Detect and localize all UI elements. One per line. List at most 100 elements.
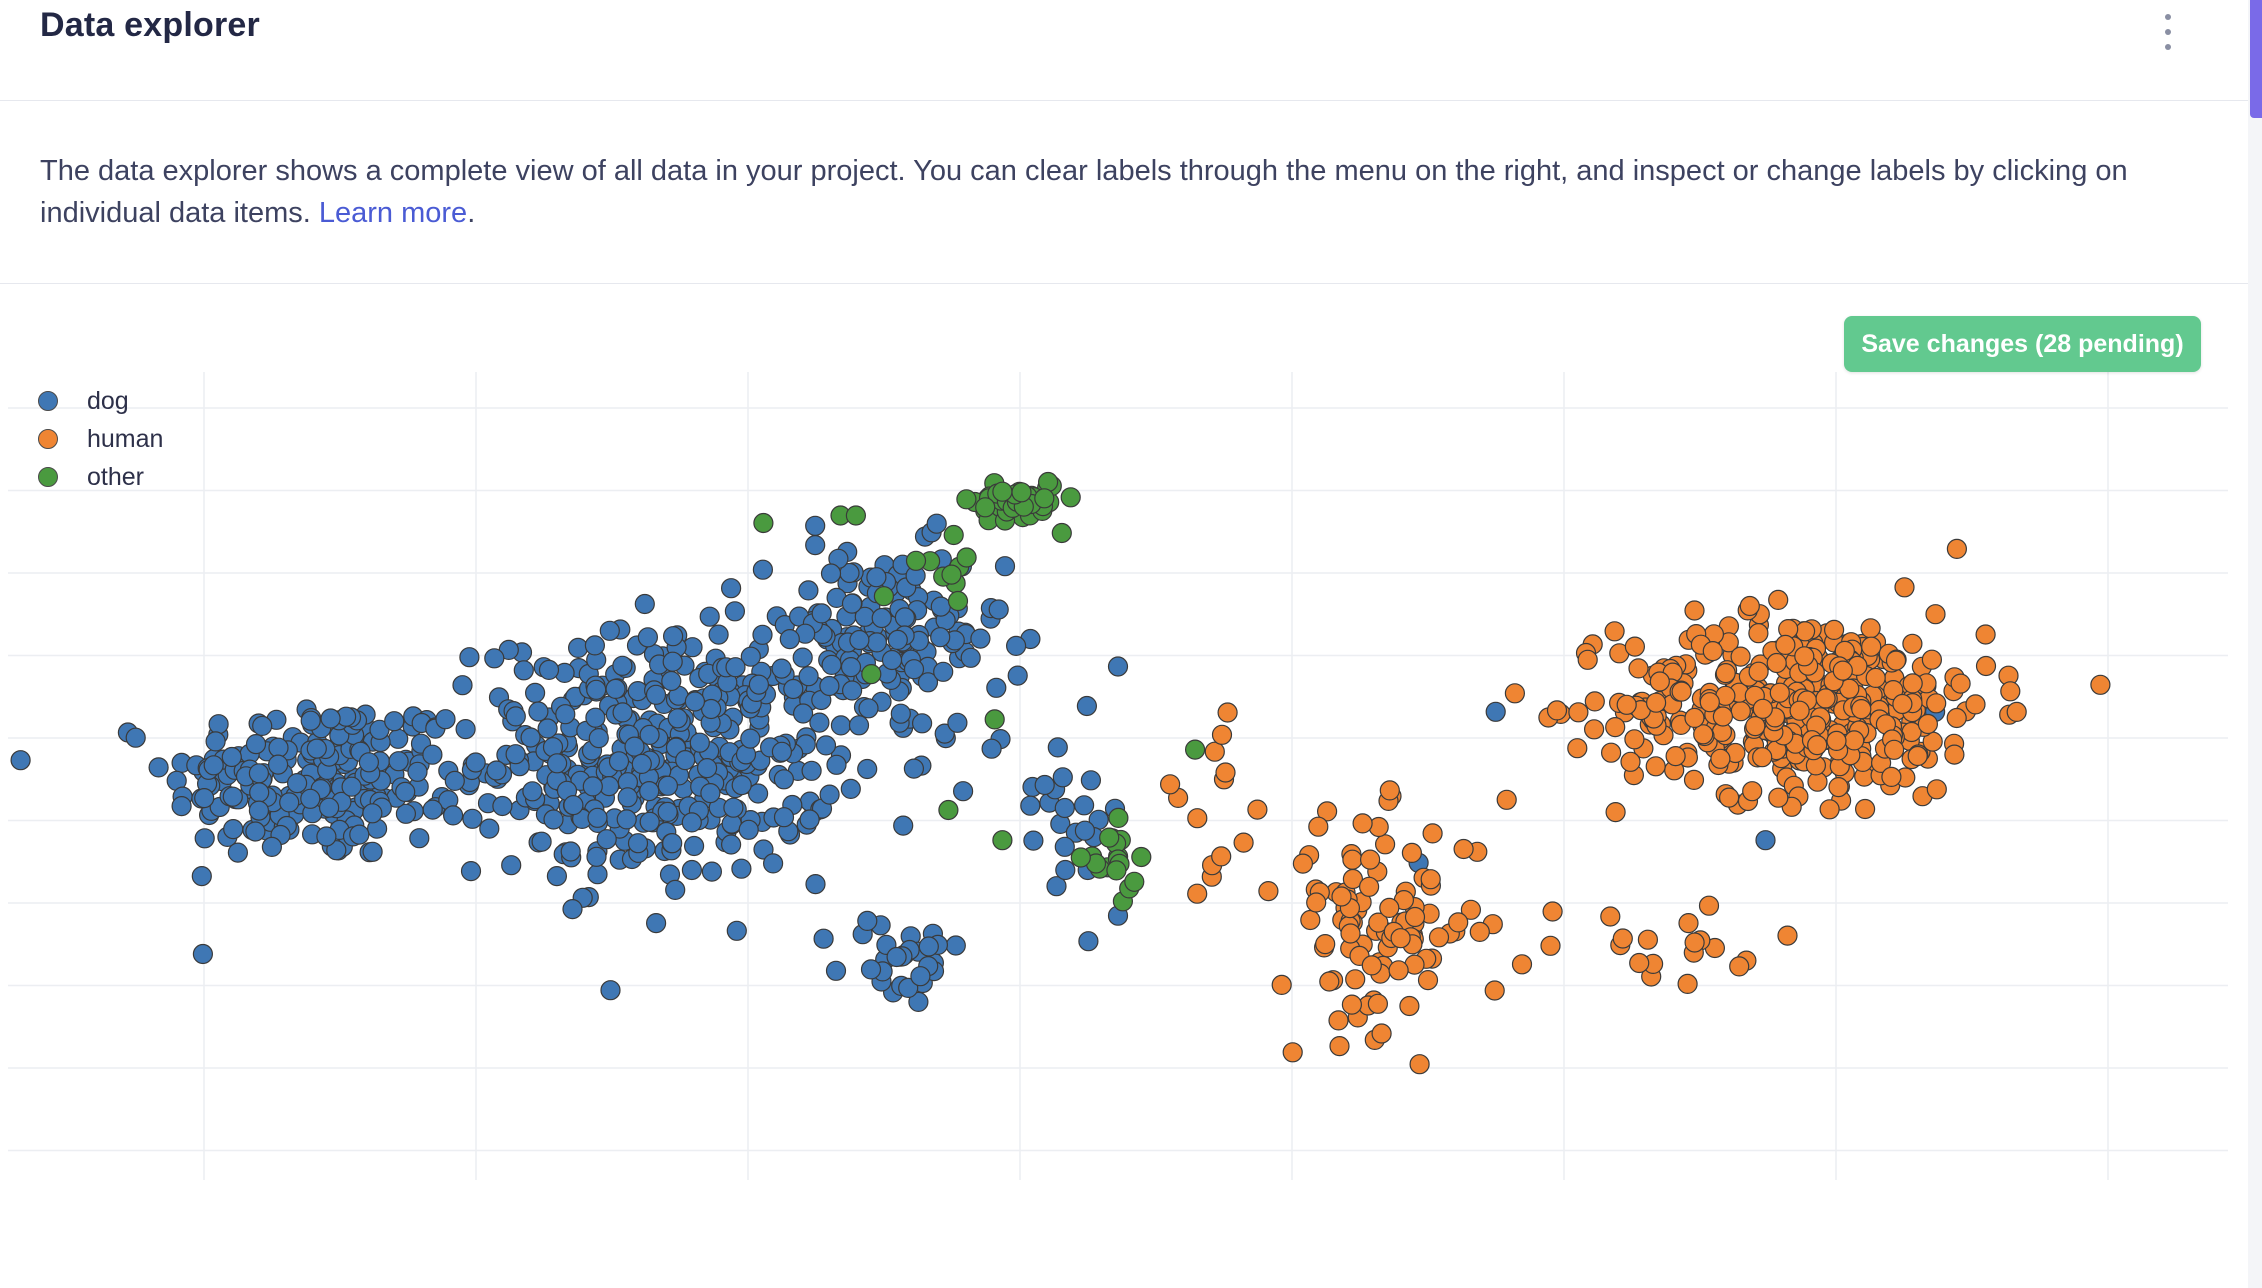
- data-point-dog[interactable]: [773, 769, 795, 790]
- data-point-human[interactable]: [1926, 693, 1947, 714]
- data-point-dog[interactable]: [952, 781, 974, 802]
- data-point-human[interactable]: [1329, 1035, 1350, 1057]
- data-point-dog[interactable]: [563, 794, 584, 816]
- data-point-human[interactable]: [1233, 832, 1254, 853]
- data-point-human[interactable]: [1715, 662, 1736, 684]
- data-point-human[interactable]: [1894, 577, 1915, 598]
- data-point-human[interactable]: [1292, 853, 1314, 874]
- data-point-dog[interactable]: [349, 824, 370, 845]
- data-point-dog[interactable]: [616, 809, 637, 830]
- data-point-human[interactable]: [2090, 674, 2111, 695]
- data-point-dog[interactable]: [505, 744, 526, 765]
- data-point-human[interactable]: [1819, 799, 1840, 820]
- data-point-dog[interactable]: [546, 865, 568, 887]
- data-point-dog[interactable]: [245, 821, 266, 842]
- data-point-other[interactable]: [1060, 487, 1081, 508]
- data-point-dog[interactable]: [731, 858, 752, 879]
- data-point-human[interactable]: [1404, 906, 1426, 928]
- data-point-dog[interactable]: [245, 733, 267, 755]
- data-point-dog[interactable]: [555, 704, 576, 725]
- data-point-dog[interactable]: [675, 749, 696, 771]
- data-point-human[interactable]: [1926, 779, 1947, 800]
- data-point-dog[interactable]: [667, 708, 688, 729]
- data-point-dog[interactable]: [762, 853, 784, 874]
- data-point-dog[interactable]: [444, 770, 465, 792]
- data-point-dog[interactable]: [893, 815, 914, 836]
- data-point-human[interactable]: [1975, 624, 1996, 645]
- data-point-human[interactable]: [1612, 928, 1633, 949]
- data-point-human[interactable]: [1921, 649, 1943, 670]
- data-point-human[interactable]: [1460, 899, 1482, 920]
- data-point-human[interactable]: [1217, 702, 1238, 723]
- data-point-dog[interactable]: [911, 713, 933, 734]
- data-point-dog[interactable]: [738, 819, 759, 840]
- data-point-other[interactable]: [1184, 739, 1206, 760]
- data-point-dog[interactable]: [1054, 797, 1075, 819]
- data-point-human[interactable]: [1371, 1023, 1392, 1044]
- data-point-dog[interactable]: [683, 835, 705, 857]
- data-point-dog[interactable]: [986, 677, 1007, 698]
- data-point-dog[interactable]: [612, 655, 633, 676]
- data-point-human[interactable]: [1769, 682, 1790, 703]
- data-point-dog[interactable]: [384, 711, 405, 732]
- data-point-human[interactable]: [1374, 834, 1396, 855]
- data-point-human[interactable]: [1828, 776, 1849, 798]
- data-point-dog[interactable]: [779, 628, 800, 650]
- data-point-dog[interactable]: [362, 841, 383, 862]
- data-point-dog[interactable]: [388, 751, 409, 772]
- data-point-dog[interactable]: [898, 977, 919, 999]
- data-point-dog[interactable]: [501, 855, 522, 876]
- data-point-dog[interactable]: [208, 714, 229, 735]
- data-point-dog[interactable]: [725, 657, 746, 678]
- data-point-dog[interactable]: [981, 738, 1002, 759]
- data-point-human[interactable]: [1306, 892, 1327, 913]
- data-point-other[interactable]: [1106, 860, 1127, 881]
- data-point-other[interactable]: [1108, 807, 1129, 829]
- data-point-other[interactable]: [943, 524, 964, 546]
- data-point-dog[interactable]: [858, 698, 879, 719]
- data-point-dog[interactable]: [205, 731, 226, 752]
- data-point-dog[interactable]: [1755, 830, 1776, 851]
- data-point-human[interactable]: [1422, 823, 1443, 844]
- legend-item-dog[interactable]: dog: [36, 382, 163, 420]
- data-point-human[interactable]: [1584, 691, 1605, 712]
- data-point-dog[interactable]: [748, 674, 770, 695]
- data-point-dog[interactable]: [841, 680, 863, 701]
- data-point-dog[interactable]: [753, 839, 774, 860]
- data-point-human[interactable]: [1379, 897, 1400, 919]
- data-point-human[interactable]: [1883, 679, 1904, 701]
- data-point-dog[interactable]: [1076, 695, 1098, 717]
- data-point-dog[interactable]: [752, 624, 773, 645]
- data-point-dog[interactable]: [947, 712, 968, 733]
- data-point-human[interactable]: [1401, 842, 1423, 864]
- data-point-other[interactable]: [753, 512, 774, 534]
- data-point-dog[interactable]: [1005, 635, 1027, 657]
- data-point-dog[interactable]: [1078, 931, 1099, 952]
- data-point-human[interactable]: [1684, 932, 1705, 953]
- data-point-dog[interactable]: [740, 728, 761, 749]
- data-point-dog[interactable]: [452, 675, 473, 696]
- data-point-human[interactable]: [1568, 702, 1589, 723]
- data-point-dog[interactable]: [881, 649, 903, 671]
- data-point-human[interactable]: [1823, 619, 1845, 641]
- data-point-dog[interactable]: [587, 807, 608, 828]
- data-point-dog[interactable]: [624, 736, 645, 757]
- data-point-human[interactable]: [1766, 652, 1787, 674]
- data-point-dog[interactable]: [191, 865, 212, 887]
- data-point-human[interactable]: [1352, 813, 1373, 834]
- data-point-human[interactable]: [1902, 633, 1923, 654]
- data-point-human[interactable]: [1752, 747, 1773, 768]
- data-point-human[interactable]: [1629, 952, 1650, 974]
- data-point-dog[interactable]: [300, 710, 321, 731]
- data-point-dog[interactable]: [407, 761, 428, 782]
- data-point-dog[interactable]: [720, 834, 742, 855]
- data-point-dog[interactable]: [752, 559, 774, 580]
- data-point-dog[interactable]: [684, 691, 706, 712]
- data-point-dog[interactable]: [543, 809, 564, 830]
- data-point-dog[interactable]: [887, 629, 908, 651]
- data-point-human[interactable]: [1469, 921, 1490, 943]
- data-point-dog[interactable]: [848, 715, 870, 736]
- data-point-human[interactable]: [1358, 876, 1380, 897]
- data-point-dog[interactable]: [222, 786, 243, 807]
- save-changes-button[interactable]: Save changes (28 pending): [1844, 316, 2201, 372]
